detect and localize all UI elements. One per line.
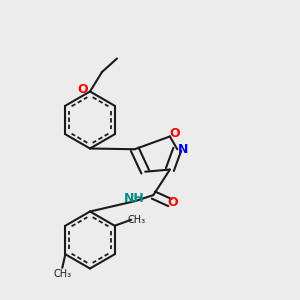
Text: O: O — [77, 82, 88, 96]
Text: O: O — [169, 127, 180, 140]
Text: N: N — [178, 143, 188, 156]
Text: O: O — [168, 196, 178, 209]
Text: CH₃: CH₃ — [128, 215, 146, 225]
Text: CH₃: CH₃ — [53, 269, 71, 279]
Text: NH: NH — [124, 192, 144, 205]
